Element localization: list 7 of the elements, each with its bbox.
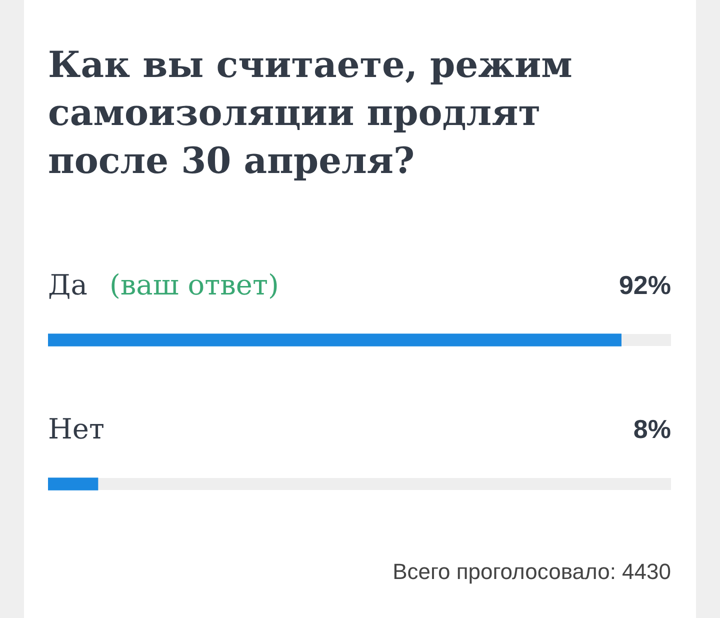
y-tick-label: Да — [48, 268, 88, 302]
y-tick-label: Нет — [48, 412, 104, 446]
chart-title: Как вы считаете, режим самоизоляции продлят после 30 апреля? — [48, 43, 574, 184]
data-label: 8% — [633, 414, 671, 444]
annotation: Всего проголосовало: 4430 — [392, 559, 671, 585]
data-label: 92% — [618, 270, 671, 300]
annotation: (ваш ответ) — [109, 268, 279, 302]
